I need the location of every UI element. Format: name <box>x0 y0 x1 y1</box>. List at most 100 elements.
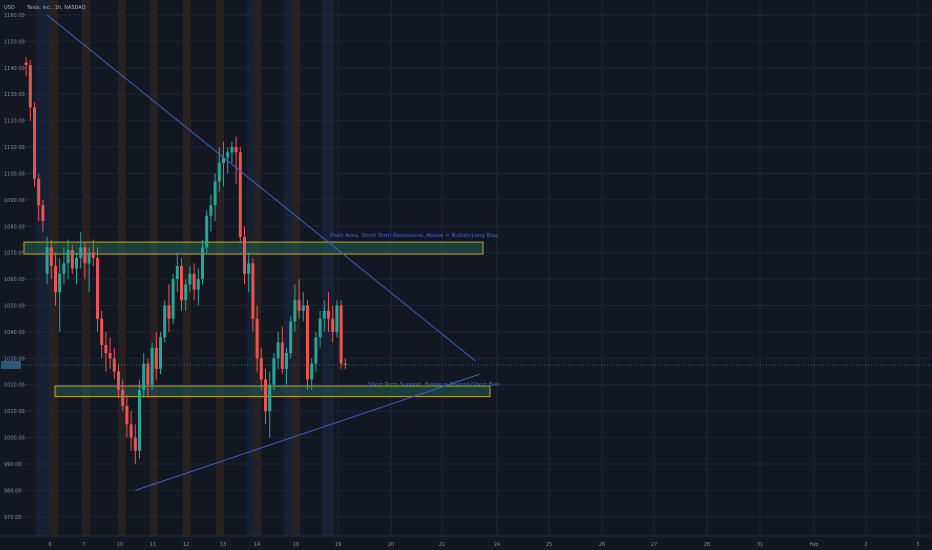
candle-body <box>259 358 263 380</box>
candle <box>62 247 66 285</box>
candle <box>327 292 330 332</box>
session-band <box>82 0 90 536</box>
candle <box>163 300 167 343</box>
time-tick-label: 26 <box>599 542 605 548</box>
candle-body <box>133 437 137 451</box>
candle <box>331 305 335 343</box>
session-band <box>118 0 126 536</box>
candle-body <box>163 305 167 338</box>
candle <box>108 337 112 369</box>
candle <box>112 347 116 380</box>
candle <box>243 226 246 285</box>
candlesticks <box>24 57 347 464</box>
time-tick-label: 18 <box>293 542 299 548</box>
candle <box>129 411 133 451</box>
candle-body <box>150 347 154 385</box>
candle <box>268 371 272 438</box>
candle-body <box>87 252 91 264</box>
price-tick-label: 1040.00 <box>4 330 25 336</box>
time-tick-label: 14 <box>254 542 260 548</box>
candle <box>272 353 276 391</box>
candle-body <box>66 250 70 264</box>
candle <box>301 292 305 322</box>
last-price-marker <box>1 360 21 369</box>
time-axis[interactable]: 6 7 10 11 12 13 14 18 19 20 21 24 25 26 27 28 31 Feb 2 3 <box>0 535 932 548</box>
candle-body <box>289 321 293 354</box>
candle-body <box>142 363 146 391</box>
candle <box>58 257 62 332</box>
candle <box>28 59 32 121</box>
candle-body <box>83 247 87 264</box>
grid-lines <box>22 0 932 536</box>
candle <box>314 331 318 372</box>
price-tick-label: 1030.00 <box>4 356 25 362</box>
candle-body <box>91 252 95 258</box>
support-annotation: Short Term Support, Below = Bearish/Shor… <box>368 382 500 388</box>
candle <box>192 263 196 301</box>
candle-body <box>196 279 200 290</box>
candle-body <box>121 390 125 406</box>
price-tick-label: 1130.00 <box>4 92 25 98</box>
candle-body <box>70 250 74 269</box>
descending-trendline <box>46 14 476 362</box>
time-tick-label: 19 <box>335 542 341 548</box>
candle <box>247 252 251 293</box>
candle-body <box>188 273 192 285</box>
candle-body <box>230 147 234 153</box>
candle-body <box>310 363 314 380</box>
price-tick-label: 1110.00 <box>4 145 25 151</box>
candle-body <box>293 300 297 322</box>
candle-body <box>54 265 57 293</box>
price-axis[interactable]: 970.00 980.00 990.00 1000.00 1010.00 1020.00 1… <box>1 13 25 521</box>
candle-body <box>331 318 335 332</box>
candle <box>238 147 242 243</box>
candle <box>251 257 255 332</box>
candle <box>75 252 78 285</box>
candle-body <box>159 337 162 369</box>
candle <box>188 265 192 293</box>
candle-body <box>129 424 133 438</box>
price-tick-label: 1050.00 <box>4 304 25 310</box>
time-tick-label: 20 <box>388 542 394 548</box>
ascending-trendline <box>135 373 480 491</box>
price-tick-label: 1100.00 <box>4 171 25 177</box>
candle-body <box>96 257 99 319</box>
price-tick-label: 970.00 <box>4 515 22 521</box>
time-tick-label: 11 <box>150 542 156 548</box>
candle-body <box>268 384 272 412</box>
candle-body <box>222 157 225 163</box>
candle <box>138 379 141 459</box>
candle-body <box>79 247 83 258</box>
candle <box>79 231 83 269</box>
candle <box>280 326 284 375</box>
price-tick-label: 1010.00 <box>4 409 25 415</box>
candle-body <box>37 178 41 206</box>
resistance-zone <box>23 241 484 255</box>
candle-body <box>175 265 179 280</box>
candle-body <box>45 247 49 274</box>
candle <box>70 244 74 274</box>
candle <box>339 300 343 369</box>
candle-body <box>226 152 230 158</box>
session-band <box>284 0 292 536</box>
time-tick-label: 28 <box>704 542 710 548</box>
candle <box>125 395 129 438</box>
price-tick-label: 1160.00 <box>4 13 25 19</box>
candle-body <box>255 318 259 359</box>
candle <box>91 239 95 266</box>
candle <box>83 242 87 280</box>
price-tick-label: 1020.00 <box>4 383 25 389</box>
candle <box>87 247 91 293</box>
candle <box>222 141 225 187</box>
time-tick-label: 13 <box>220 542 226 548</box>
candle-body <box>306 305 309 380</box>
price-tick-label: 1080.00 <box>4 224 25 230</box>
candle-body <box>24 62 28 66</box>
time-tick-label: 6 <box>48 542 51 548</box>
session-band <box>183 0 191 536</box>
price-tick-label: 1060.00 <box>4 277 25 283</box>
symbol-title: Tesla, Inc., 1h, NASDAQ <box>26 5 86 11</box>
candle-body <box>327 310 330 319</box>
resistance-annotation: Pivot Area, Short Term Resistance, Above… <box>330 233 498 239</box>
